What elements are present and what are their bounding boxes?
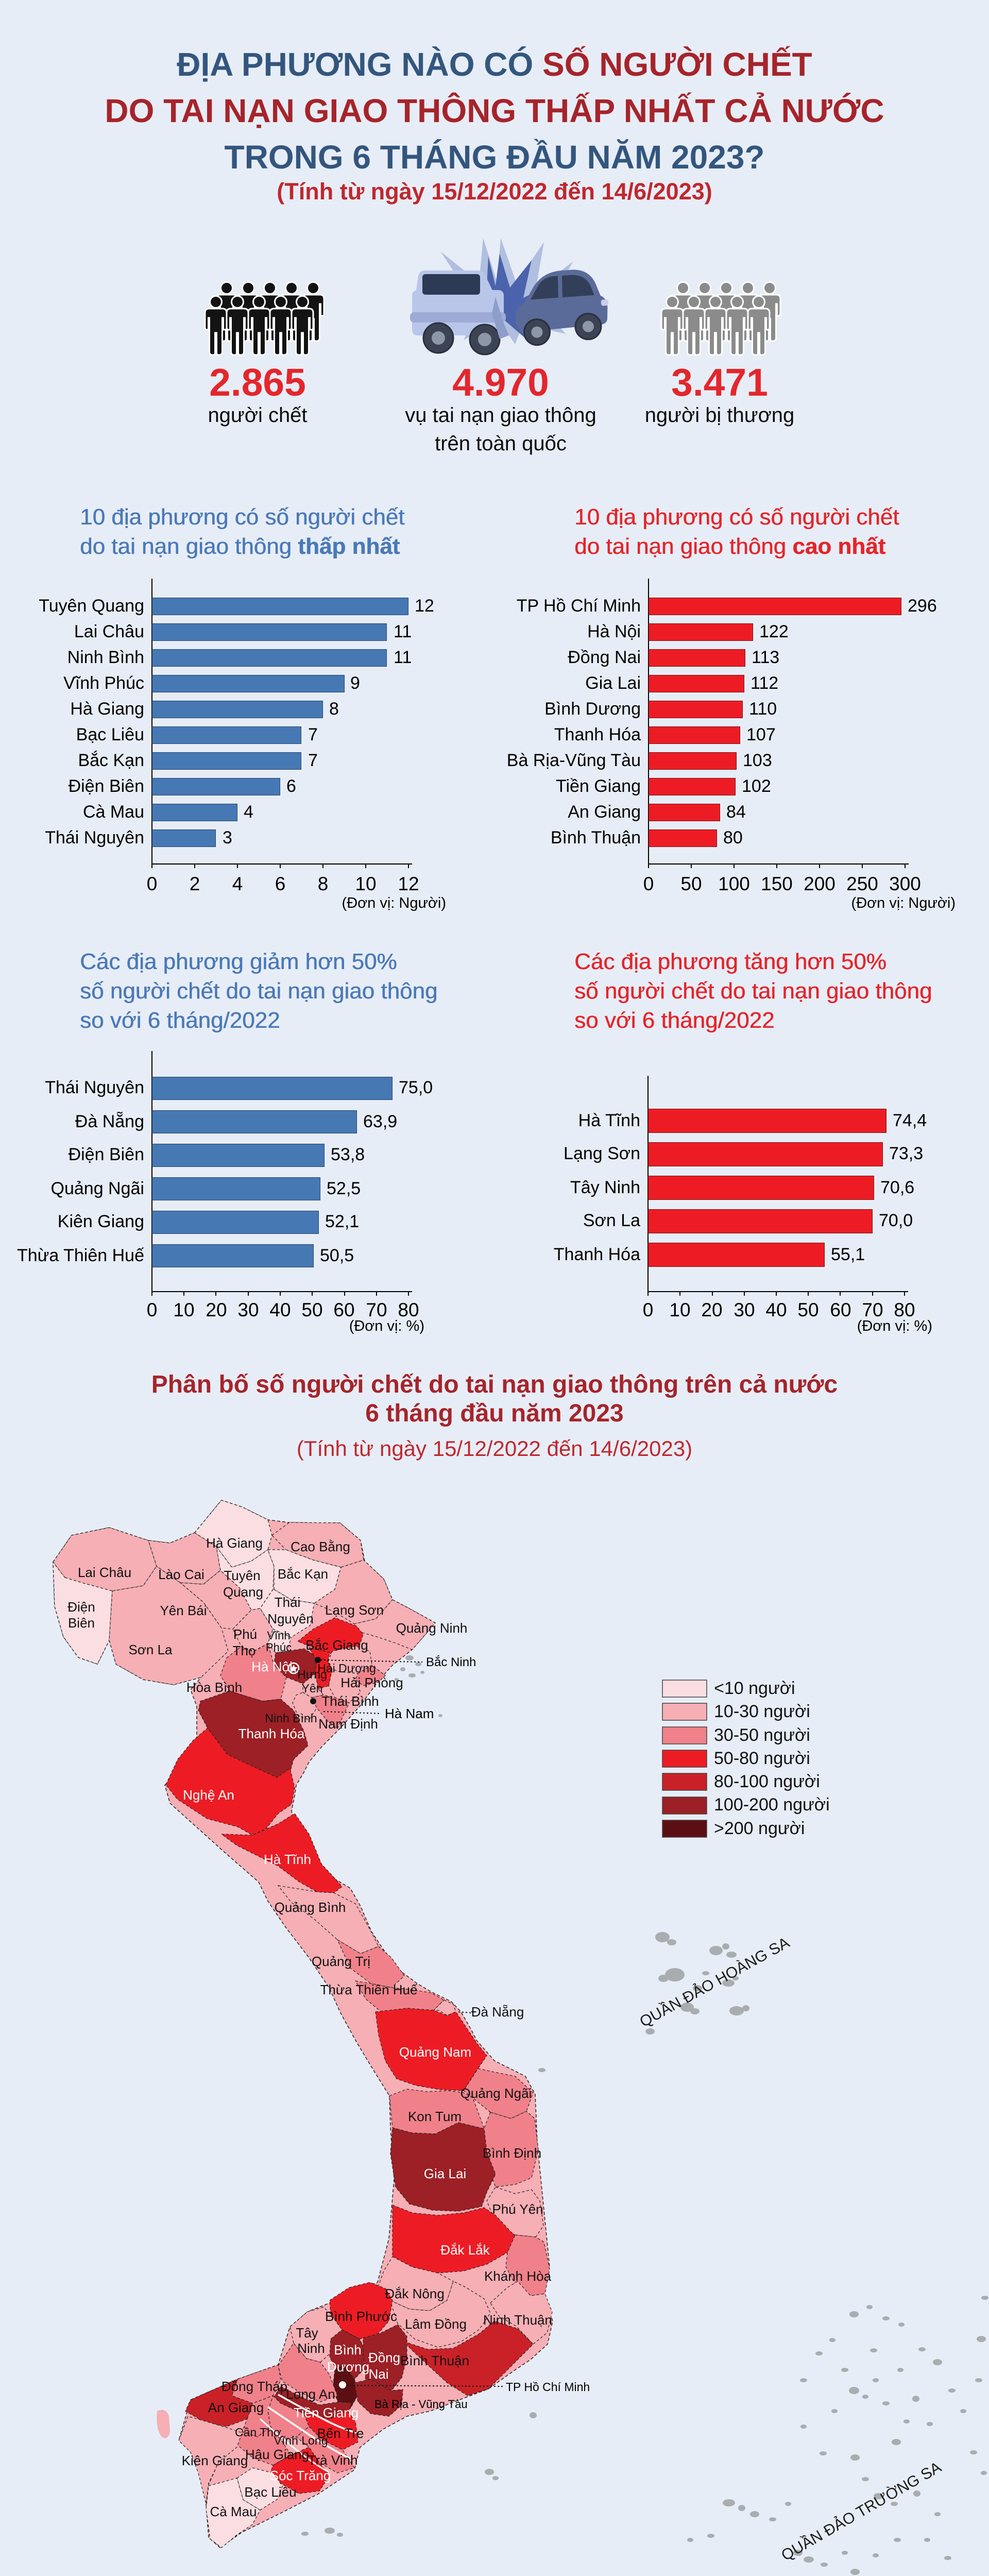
svg-text:Quang: Quang [223,1584,263,1600]
svg-text:Bắc Giang: Bắc Giang [305,1637,368,1653]
svg-text:Phú Yên: Phú Yên [492,2201,543,2217]
svg-text:Bắc Kạn: Bắc Kạn [278,1566,328,1582]
svg-text:Hà Giang: Hà Giang [206,1535,263,1551]
svg-text:Thừa Thiên Huế: Thừa Thiên Huế [320,1982,418,1997]
svg-text:Sóc Trăng: Sóc Trăng [270,2468,331,2483]
svg-text:Ninh Bình: Ninh Bình [265,1711,317,1725]
svg-text:Yên Bái: Yên Bái [160,1603,207,1618]
svg-text:Ninh Thuận: Ninh Thuận [483,2312,552,2328]
svg-text:Đà Nẵng: Đà Nẵng [471,2004,524,2020]
svg-text:Hưng: Hưng [297,1668,327,1681]
svg-text:Biên: Biên [68,1615,95,1631]
svg-text:Nai: Nai [368,2366,388,2382]
svg-text:Khánh Hòa: Khánh Hòa [484,2268,552,2284]
svg-text:Hậu Giang: Hậu Giang [245,2447,309,2462]
svg-text:Đắk Lắk: Đắk Lắk [440,2242,490,2258]
svg-text:Quảng Nam: Quảng Nam [399,2044,471,2060]
svg-text:100-200 người: 100-200 người [714,1795,830,1815]
svg-text:Phúc: Phúc [266,1641,292,1654]
svg-text:Bình Thuận: Bình Thuận [400,2353,469,2368]
svg-text:80-100 người: 80-100 người [714,1772,820,1791]
svg-text:Hải Phòng: Hải Phòng [340,1675,403,1690]
svg-text:Phú: Phú [233,1626,257,1642]
svg-text:Bà Rịa - Vũng Tàu: Bà Rịa - Vũng Tàu [374,2398,468,2411]
svg-text:Hòa Bình: Hòa Bình [186,1680,242,1695]
svg-text:Bến Tre: Bến Tre [317,2426,364,2441]
svg-text:Đồng Tháp: Đồng Tháp [221,2379,287,2394]
svg-text:Lai Châu: Lai Châu [78,1565,131,1580]
svg-text:Quảng Ninh: Quảng Ninh [396,1620,468,1636]
svg-text:Yên: Yên [302,1682,323,1695]
svg-text:Bình: Bình [334,2342,362,2358]
svg-text:Bình Phước: Bình Phước [325,2309,397,2324]
svg-text:Sơn La: Sơn La [129,1642,173,1657]
svg-text:Hà Nam: Hà Nam [385,1706,434,1721]
svg-text:Cà Mau: Cà Mau [210,2504,257,2519]
svg-text:Vĩnh Long: Vĩnh Long [274,2434,328,2447]
svg-text:Tây: Tây [296,2325,318,2341]
svg-text:Lạng Sơn: Lạng Sơn [325,1602,384,1618]
svg-text:Nghệ An: Nghệ An [183,1787,234,1803]
svg-text:Dương: Dương [327,2359,369,2375]
svg-text:TP Hồ Chí Minh: TP Hồ Chí Minh [506,2380,590,2394]
svg-text:An Giang: An Giang [208,2400,264,2415]
svg-text:Nam Định: Nam Định [318,1716,378,1732]
svg-text:Điện: Điện [67,1599,95,1615]
svg-text:Lào Cai: Lào Cai [158,1567,204,1582]
svg-text:Long An: Long An [286,2386,335,2402]
svg-text:Quảng Ngãi: Quảng Ngãi [461,2086,532,2101]
svg-text:Cao Bằng: Cao Bằng [291,1539,350,1554]
svg-text:Thọ: Thọ [233,1643,256,1658]
svg-text:Gia Lai: Gia Lai [424,2166,466,2181]
svg-text:Kiên Giang: Kiên Giang [182,2453,248,2468]
svg-text:Thái Bình: Thái Bình [321,1693,379,1709]
svg-text:Nguyên: Nguyên [267,1611,314,1626]
svg-text:Đắk Nông: Đắk Nông [385,2286,445,2301]
svg-text:Đồng: Đồng [368,2350,400,2365]
svg-text:Trà Vinh: Trà Vinh [308,2452,358,2468]
svg-text:Vĩnh: Vĩnh [267,1629,290,1642]
svg-text:Bắc Ninh: Bắc Ninh [426,1655,476,1669]
svg-text:Bình Định: Bình Định [483,2145,541,2161]
svg-text:QUẦN ĐẢO TRƯỜNG SA: QUẦN ĐẢO TRƯỜNG SA [778,2458,944,2564]
svg-text:>200 người: >200 người [714,1819,805,1838]
svg-text:Thái: Thái [275,1595,301,1610]
svg-text:30-50 người: 30-50 người [714,1725,810,1745]
svg-text:Tuyên: Tuyên [224,1568,260,1583]
svg-text:Quảng Bình: Quảng Bình [275,1900,346,1915]
svg-text:Ninh: Ninh [297,2341,325,2356]
svg-text:Quảng Trị: Quảng Trị [312,1954,370,1969]
svg-text:50-80 người: 50-80 người [714,1749,810,1768]
svg-text:Hà Tĩnh: Hà Tĩnh [264,1852,311,1867]
svg-text:10-30 người: 10-30 người [714,1702,810,1721]
svg-text:<10 người: <10 người [714,1679,795,1698]
svg-text:Cần Thơ: Cần Thơ [235,2426,281,2439]
svg-text:Tiền Giang: Tiền Giang [294,2405,359,2420]
svg-text:Hải Dương: Hải Dương [317,1662,376,1675]
svg-text:Thanh Hóa: Thanh Hóa [238,1726,305,1741]
svg-text:Lâm Đồng: Lâm Đồng [405,2316,467,2332]
svg-text:Bạc Liêu: Bạc Liêu [244,2484,296,2500]
svg-text:Hà Nội: Hà Nội [251,1659,292,1674]
svg-text:Kon Tum: Kon Tum [408,2109,462,2124]
